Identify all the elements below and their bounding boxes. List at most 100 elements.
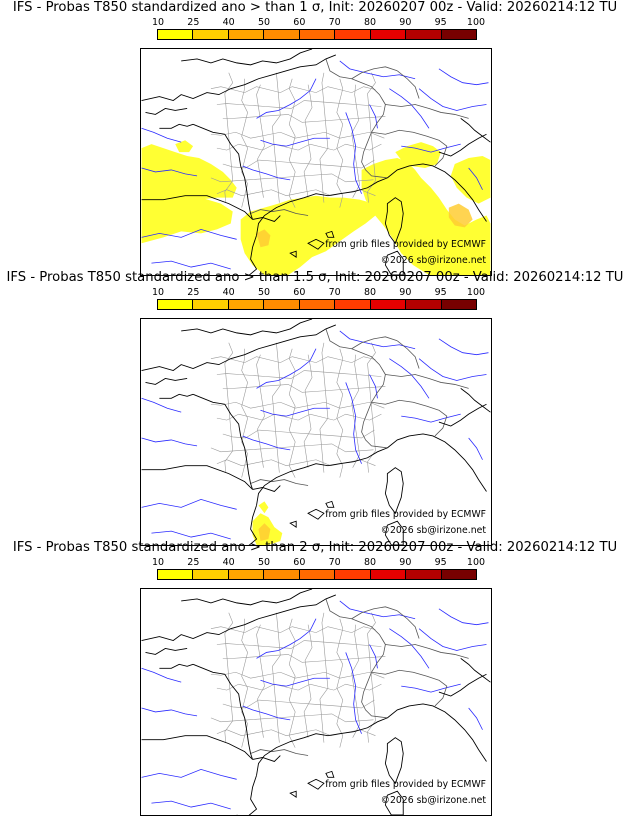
- scale-swatch-6: [335, 570, 371, 579]
- scale-swatch-7: [370, 570, 407, 579]
- coastline: [141, 54, 336, 102]
- river: [141, 228, 237, 240]
- scale-label-70: 70: [328, 287, 341, 298]
- scale-label-95: 95: [434, 557, 447, 568]
- river: [260, 407, 330, 417]
- regional-border: [336, 618, 344, 748]
- river: [369, 104, 378, 129]
- regional-border: [222, 384, 386, 393]
- scale-label-10: 10: [151, 17, 165, 28]
- scale-label-80: 80: [363, 287, 377, 298]
- scale-swatch-9: [441, 30, 476, 39]
- scale-label-100: 100: [466, 557, 486, 568]
- probability-shading: [252, 501, 283, 545]
- scale-label-90: 90: [399, 287, 412, 298]
- country-border: [351, 336, 398, 350]
- river: [369, 644, 378, 669]
- river: [401, 683, 461, 693]
- river: [345, 652, 362, 734]
- regional-border: [210, 401, 385, 409]
- probability-area: [175, 140, 194, 153]
- scale-label-60: 60: [293, 17, 306, 28]
- river: [141, 127, 182, 143]
- probability-area: [450, 156, 491, 204]
- river: [418, 628, 487, 651]
- river: [345, 112, 362, 194]
- coastline: [460, 118, 491, 143]
- regional-border: [351, 354, 360, 468]
- river: [141, 768, 237, 780]
- scale-swatch-7: [370, 30, 407, 39]
- regional-border: [367, 72, 376, 203]
- island-baleares: [289, 230, 335, 258]
- river: [242, 165, 291, 181]
- coastline: [192, 123, 253, 220]
- island-corsica: [384, 467, 404, 515]
- river: [468, 707, 483, 730]
- source-credit: from grib files provided by ECMWF: [325, 509, 486, 520]
- river: [242, 435, 291, 451]
- map-panel-3: IFS - Probas T850 standardized ano > tha…: [0, 540, 630, 816]
- coastline: [159, 393, 194, 399]
- river: [260, 677, 330, 687]
- regional-border: [351, 84, 360, 198]
- country-border: [361, 114, 388, 179]
- scale-label-40: 40: [222, 557, 235, 568]
- panel-title: IFS - Probas T850 standardized ano > tha…: [12, 0, 618, 15]
- regional-border: [210, 713, 374, 723]
- probability-area: [361, 158, 491, 275]
- regional-border: [241, 78, 248, 208]
- probability-area-high: [256, 229, 271, 248]
- regional-border: [367, 612, 376, 743]
- regional-border: [303, 84, 313, 198]
- scale-swatch-1: [158, 570, 194, 579]
- regional-border: [210, 131, 385, 139]
- coastline: [236, 505, 258, 545]
- river: [141, 437, 198, 447]
- coastline: [236, 235, 258, 275]
- scale-label-40: 40: [222, 287, 235, 298]
- coastline: [192, 393, 253, 490]
- regional-border: [224, 342, 234, 473]
- regional-border: [256, 354, 265, 468]
- island-sardinia: [384, 790, 404, 815]
- regional-border: [216, 683, 382, 691]
- coastline: [252, 215, 281, 222]
- scale-swatch-9: [441, 570, 476, 579]
- river: [389, 628, 430, 669]
- scale-swatch-7: [370, 300, 407, 309]
- country-border: [371, 129, 440, 141]
- river: [389, 88, 430, 129]
- island-sardinia: [384, 250, 404, 275]
- coastline: [141, 195, 253, 220]
- river: [339, 330, 416, 350]
- source-credit: from grib files provided by ECMWF: [325, 239, 486, 250]
- scale-label-25: 25: [187, 17, 200, 28]
- country-border: [371, 669, 440, 681]
- country-border: [325, 598, 386, 655]
- coastline: [438, 133, 487, 157]
- regional-border: [222, 654, 386, 663]
- scale-swatch-5: [299, 30, 336, 39]
- river: [369, 374, 378, 399]
- river: [141, 667, 182, 683]
- probability-area: [258, 501, 269, 514]
- scale-swatch-4: [264, 570, 300, 579]
- regional-border: [210, 626, 376, 633]
- coastline: [145, 378, 188, 385]
- country-border: [385, 374, 469, 389]
- regional-borders: [210, 72, 386, 208]
- scale-label-80: 80: [363, 17, 377, 28]
- regional-border: [216, 370, 382, 379]
- scale-label-95: 95: [434, 287, 447, 298]
- river: [260, 137, 330, 147]
- regional-border: [288, 618, 296, 748]
- regional-border: [216, 413, 382, 421]
- regional-border: [272, 72, 281, 203]
- river: [345, 382, 362, 464]
- scale-label-25: 25: [187, 287, 200, 298]
- country-border: [361, 384, 388, 449]
- country-border: [250, 209, 309, 216]
- rivers: [141, 600, 489, 810]
- scale-swatch-3: [228, 300, 265, 309]
